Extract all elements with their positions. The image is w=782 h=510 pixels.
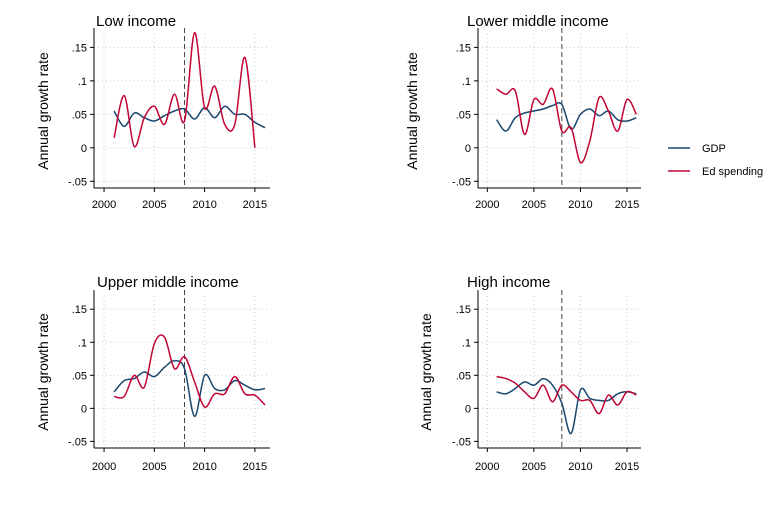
- x-tick-label: 2000: [475, 461, 499, 473]
- y-tick-label: .05: [72, 109, 87, 121]
- x-tick-label: 2005: [522, 199, 546, 211]
- x-tick-label: 2010: [568, 461, 592, 473]
- y-tick-label: -.05: [68, 176, 87, 188]
- y-axis-label: Annual growth rate: [404, 52, 420, 170]
- x-tick-label: 2010: [192, 461, 216, 473]
- gdp-series-line: [496, 377, 637, 435]
- y-tick-label: .15: [456, 42, 471, 54]
- x-tick-label: 2015: [243, 199, 267, 211]
- gdp-series-line: [113, 360, 266, 418]
- panel-title: Upper middle income: [97, 274, 239, 291]
- y-tick-label: 0: [81, 403, 87, 415]
- panel-title: High income: [467, 274, 550, 291]
- y-axis-label: Annual growth rate: [35, 313, 51, 431]
- y-tick-label: 0: [81, 143, 87, 155]
- y-tick-label: 0: [465, 403, 471, 415]
- legend-label: GDP: [702, 143, 726, 155]
- panel-title: Lower middle income: [467, 13, 609, 30]
- y-tick-label: .05: [456, 109, 471, 121]
- y-axis-label: Annual growth rate: [418, 313, 434, 431]
- x-tick-label: 2000: [92, 461, 116, 473]
- y-tick-label: .15: [456, 304, 471, 316]
- y-axis-label: Annual growth rate: [35, 52, 51, 170]
- ed-spending-series-line: [113, 334, 266, 408]
- ed-spending-series-line: [496, 87, 637, 164]
- x-tick-label: 2010: [192, 199, 216, 211]
- y-tick-label: -.05: [452, 436, 471, 448]
- x-tick-label: 2000: [475, 199, 499, 211]
- x-tick-label: 2015: [243, 461, 267, 473]
- y-tick-label: .1: [78, 337, 87, 349]
- y-tick-label: .1: [462, 337, 471, 349]
- x-tick-label: 2015: [615, 461, 639, 473]
- x-tick-label: 2000: [92, 199, 116, 211]
- y-tick-label: .05: [456, 370, 471, 382]
- ed-spending-series-line: [496, 375, 637, 415]
- x-tick-label: 2005: [142, 199, 166, 211]
- y-tick-label: -.05: [68, 436, 87, 448]
- x-tick-label: 2005: [522, 461, 546, 473]
- y-tick-label: .15: [72, 304, 87, 316]
- x-tick-label: 2005: [142, 461, 166, 473]
- y-tick-label: .1: [78, 76, 87, 88]
- gdp-series-line: [113, 105, 266, 129]
- y-tick-label: -.05: [452, 176, 471, 188]
- legend-label: Ed spending: [702, 166, 763, 178]
- x-tick-label: 2015: [615, 199, 639, 211]
- y-tick-label: .05: [72, 370, 87, 382]
- x-tick-label: 2010: [568, 199, 592, 211]
- panel-title: Low income: [96, 13, 176, 30]
- gdp-series-line: [495, 102, 637, 132]
- y-tick-label: 0: [465, 143, 471, 155]
- y-tick-label: .1: [462, 76, 471, 88]
- ed-spending-series-line: [113, 31, 256, 148]
- y-tick-label: .15: [72, 42, 87, 54]
